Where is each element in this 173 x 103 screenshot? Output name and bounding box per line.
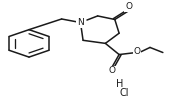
Text: O: O	[134, 47, 141, 56]
Text: O: O	[109, 66, 116, 75]
Text: O: O	[125, 2, 132, 11]
Text: Cl: Cl	[120, 88, 129, 98]
Text: N: N	[77, 18, 84, 27]
Text: H: H	[116, 78, 124, 88]
